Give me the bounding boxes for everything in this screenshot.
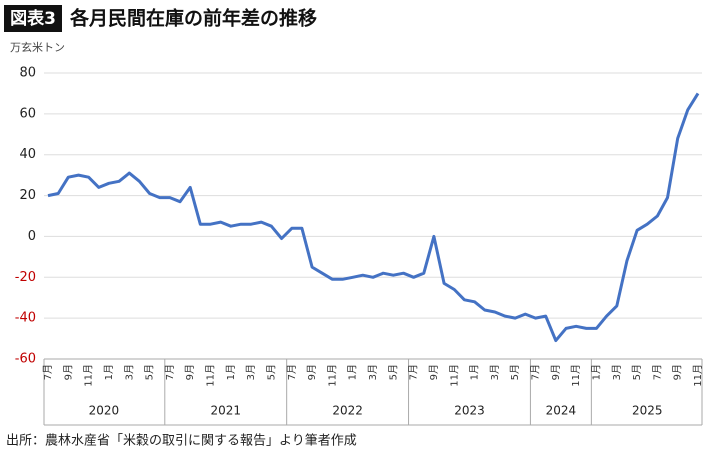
y-tick-label: 20: [19, 188, 36, 203]
x-tick-label: 7月: [651, 364, 663, 380]
x-tick-label: 9月: [550, 364, 562, 380]
x-tick-label: 7月: [42, 364, 54, 380]
y-tick-label: 80: [19, 66, 36, 81]
x-tick-label: 9月: [306, 364, 318, 380]
data-line: [47, 92, 700, 343]
x-tick-label: 7月: [286, 364, 298, 380]
x-group-label: 2021: [210, 404, 241, 418]
x-tick-label: 3月: [611, 364, 623, 380]
x-tick-label: 5月: [144, 364, 156, 380]
x-tick-label: 3月: [489, 364, 501, 380]
y-unit: 万玄米トン: [10, 40, 65, 54]
x-tick-label: 5月: [509, 364, 521, 380]
x-tick-label: 1月: [590, 364, 602, 380]
y-tick-label: 0: [28, 229, 36, 244]
x-tick-label: 7月: [408, 364, 420, 380]
x-tick-label: 11月: [83, 364, 95, 387]
x-tick-label: 11月: [448, 364, 460, 387]
x-tick-label: 9月: [672, 364, 684, 380]
x-tick-label: 9月: [62, 364, 74, 380]
x-group-label: 2023: [454, 404, 485, 418]
x-tick-label: 11月: [692, 364, 704, 387]
x-tick-label: 3月: [123, 364, 135, 380]
x-tick-label: 1月: [347, 364, 359, 380]
x-group-label: 2024: [546, 404, 577, 418]
y-tick-label: 40: [19, 147, 36, 162]
y-tick-label: -60: [15, 352, 36, 367]
x-tick-label: 1月: [103, 364, 115, 380]
x-tick-label: 5月: [631, 364, 643, 380]
x-tick-label: 11月: [205, 364, 217, 387]
x-tick-label: 11月: [326, 364, 338, 387]
y-tick-label: -20: [15, 270, 36, 285]
x-tick-label: 3月: [367, 364, 379, 380]
y-tick-label: 60: [19, 106, 36, 121]
y-tick-label: -40: [15, 311, 36, 326]
x-group-label: 2020: [89, 404, 120, 418]
source: 出所：農林水産省「米穀の取引に関する報告」より筆者作成: [6, 433, 357, 449]
badge-box: [4, 5, 62, 32]
x-tick-label: 11月: [570, 364, 582, 387]
x-tick-label: 7月: [164, 364, 176, 380]
x-tick-label: 1月: [469, 364, 481, 380]
x-tick-label: 7月: [530, 364, 542, 380]
x-tick-label: 5月: [265, 364, 277, 380]
chart-title: 各月民間在庫の前年差の推移: [69, 7, 317, 30]
x-tick-label: 1月: [225, 364, 237, 380]
badge: 図表3: [10, 8, 56, 29]
x-group-label: 2025: [632, 404, 663, 418]
x-tick-label: 3月: [245, 364, 257, 380]
x-group-label: 2022: [332, 404, 363, 418]
x-tick-label: 9月: [184, 364, 196, 380]
x-tick-label: 9月: [428, 364, 440, 380]
x-tick-label: 5月: [387, 364, 399, 380]
